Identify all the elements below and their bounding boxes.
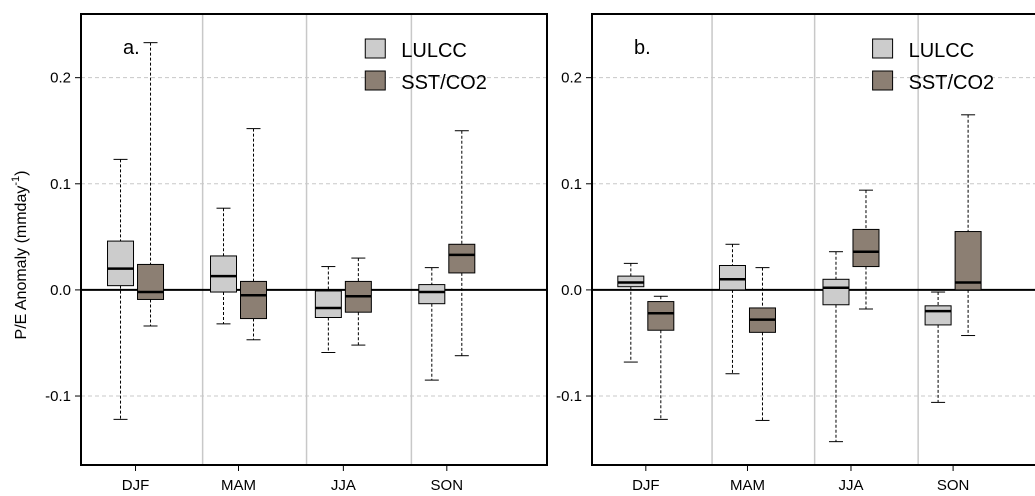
box-sst-co2-djf [647,295,675,420]
legend-label: LULCC [909,40,975,62]
box-sst-co2-son [448,130,476,357]
box-iqr [107,240,135,287]
plot-area: LULCC SST/CO2 b. [592,14,1035,465]
x-tick-label: JJA [838,477,863,494]
box-iqr [852,228,880,268]
x-tick-label: DJF [632,477,660,494]
legend-label: SST/CO2 [401,72,487,94]
x-tick-label: MAM [730,477,765,494]
box-iqr [418,284,446,305]
box-iqr [137,263,165,300]
box-iqr [822,278,850,306]
box-lulcc-mam [210,207,238,325]
x-tick-label: SON [431,477,464,494]
box-lulcc-mam [718,243,746,375]
box-lulcc-son [924,291,952,403]
y-tick-label: 0.0 [50,282,71,299]
y-tick-label: 0.0 [561,282,582,299]
legend-swatch [364,70,386,91]
y-tick-label: 0.1 [50,176,71,193]
legend-label: LULCC [401,40,467,62]
legend-label: SST/CO2 [909,72,995,94]
panel-a: LULCC SST/CO2 a. -0.1 0.0 0.1 0.2 DJF MAM JJA SON [45,13,548,494]
box-lulcc-son [418,267,446,381]
x-tick-label: JJA [331,477,356,494]
y-tick-label: 0.2 [561,70,582,87]
box-iqr [240,280,268,320]
box-iqr [314,290,342,318]
box-iqr [647,301,675,331]
legend-swatch [872,70,894,91]
panel-label: b. [634,37,651,59]
box-iqr [448,243,476,274]
x-tick-label: SON [937,477,970,494]
panel-b: LULCC SST/CO2 b. -0.1 0.0 0.1 0.2 DJF MAM JJA SON [556,13,1035,494]
box-sst-co2-mam [748,267,776,421]
box-sst-co2-son [954,114,982,337]
panel-label: a. [123,37,140,59]
box-sst-co2-jja [852,189,880,310]
box-sst-co2-jja [344,257,372,346]
legend-swatch [364,38,386,59]
box-sst-co2-djf [137,42,165,327]
y-tick-label: -0.1 [45,388,71,405]
legend-swatch [872,38,894,59]
y-axis-label-close: ) [13,171,30,176]
box-sst-co2-mam [240,128,268,341]
y-tick-label: -0.1 [556,388,582,405]
y-tick-label: 0.1 [561,176,582,193]
box-lulcc-jja [822,251,850,443]
box-iqr [924,305,952,326]
panel-frame [591,13,1035,466]
panel-frame [80,13,548,466]
y-axis-label-sup: -1 [10,176,22,186]
y-axis-label-main: P/E Anomaly (mmday [13,186,30,340]
x-tick-label: DJF [122,477,150,494]
box-iqr [954,231,982,291]
plot-area: LULCC SST/CO2 a. [81,14,547,465]
y-axis-label: P/E Anomaly (mmday-1) [10,171,30,340]
y-tick-label: 0.2 [50,70,71,87]
box-lulcc-djf [617,262,645,363]
x-tick-label: MAM [221,477,256,494]
box-lulcc-jja [314,266,342,354]
box-iqr [718,264,746,291]
box-iqr [210,255,238,293]
box-lulcc-djf [107,158,135,420]
